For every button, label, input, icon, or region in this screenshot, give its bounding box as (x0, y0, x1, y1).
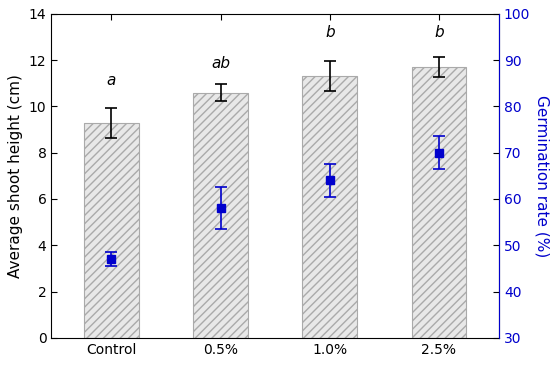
Bar (84, 123, 139, 338)
Text: a: a (107, 73, 116, 88)
Bar (412, 67, 466, 338)
Bar (193, 92, 248, 338)
Text: b: b (434, 26, 444, 41)
Bar (302, 76, 357, 338)
Y-axis label: Average shoot height (cm): Average shoot height (cm) (8, 74, 23, 278)
Text: b: b (325, 26, 335, 41)
Y-axis label: Germination rate (%): Germination rate (%) (535, 95, 550, 257)
Text: ab: ab (211, 55, 230, 70)
